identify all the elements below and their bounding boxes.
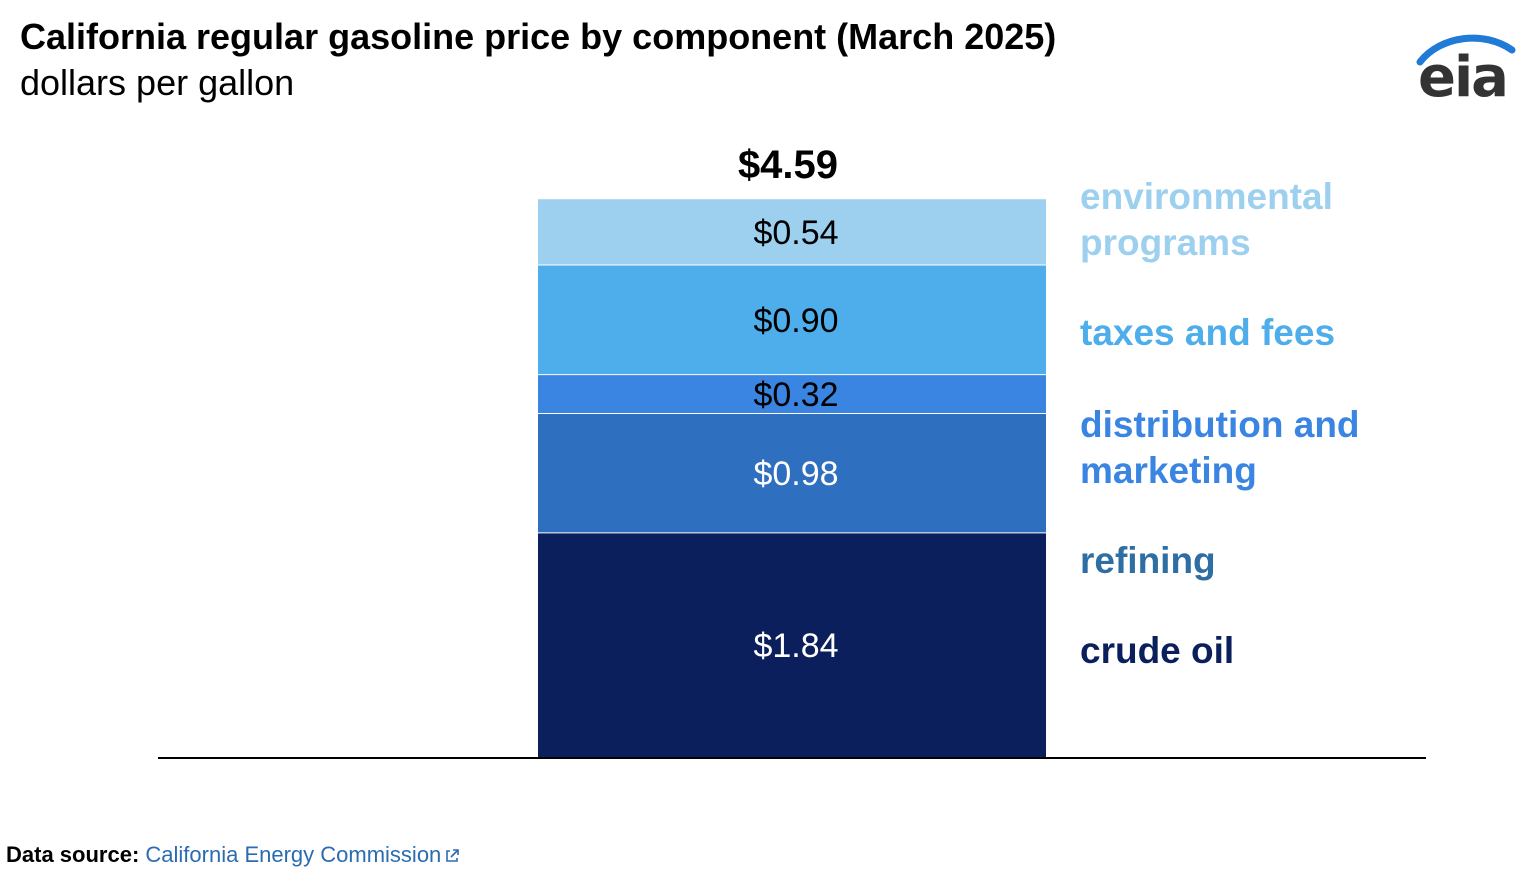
data-source-label: Data source:: [6, 842, 140, 867]
chart-subtitle: dollars per gallon: [20, 62, 295, 103]
legend-entry-distribution-and-marketing: distribution and: [1080, 404, 1360, 445]
legend-entry-crude-oil: crude oil: [1080, 630, 1234, 671]
bar-label-environmental-programs: $0.54: [753, 214, 838, 252]
legend-entry-environmental-programs: programs: [1080, 222, 1251, 263]
bar-segment-crude-oil: [538, 532, 1046, 757]
stacked-bar-chart: $1.84 $0.98 $0.32 $0.90 $0.54 crude oil refin…: [158, 143, 1426, 759]
eia-logo: eia: [1412, 28, 1516, 110]
bar-segment-taxes-and-fees: [538, 264, 1046, 375]
logo-text: eia: [1418, 45, 1509, 110]
legend: crude oil refining distribution and marketi…: [1080, 176, 1360, 671]
legend-entry-environmental-programs: environmental: [1080, 176, 1333, 217]
bar-label-distribution-and-marketing: $0.32: [753, 376, 838, 414]
data-source: Data source: California Energy Commissio…: [6, 842, 460, 868]
bar-segment-refining: [538, 413, 1046, 533]
bar-label-taxes-and-fees: $0.90: [753, 302, 838, 340]
total-value-label: $4.59: [738, 143, 838, 187]
legend-entry-taxes-and-fees: taxes and fees: [1080, 312, 1335, 353]
bar-label-refining: $0.98: [753, 455, 838, 493]
data-source-link[interactable]: California Energy Commission: [145, 842, 442, 867]
bar-value-labels: $1.84 $0.98 $0.32 $0.90 $0.54: [753, 214, 838, 665]
chart-title: California regular gasoline price by com…: [20, 16, 1057, 57]
legend-entry-distribution-and-marketing: marketing: [1080, 450, 1257, 491]
legend-entry-refining: refining: [1080, 540, 1216, 581]
bar-segments: [538, 199, 1046, 757]
logo-arc-icon: [1416, 34, 1516, 66]
bar-segment-environmental-programs: [538, 199, 1046, 265]
bar-label-crude-oil: $1.84: [753, 627, 838, 665]
bar-segment-distribution-and-marketing: [538, 374, 1046, 414]
external-link-icon: [446, 849, 460, 862]
